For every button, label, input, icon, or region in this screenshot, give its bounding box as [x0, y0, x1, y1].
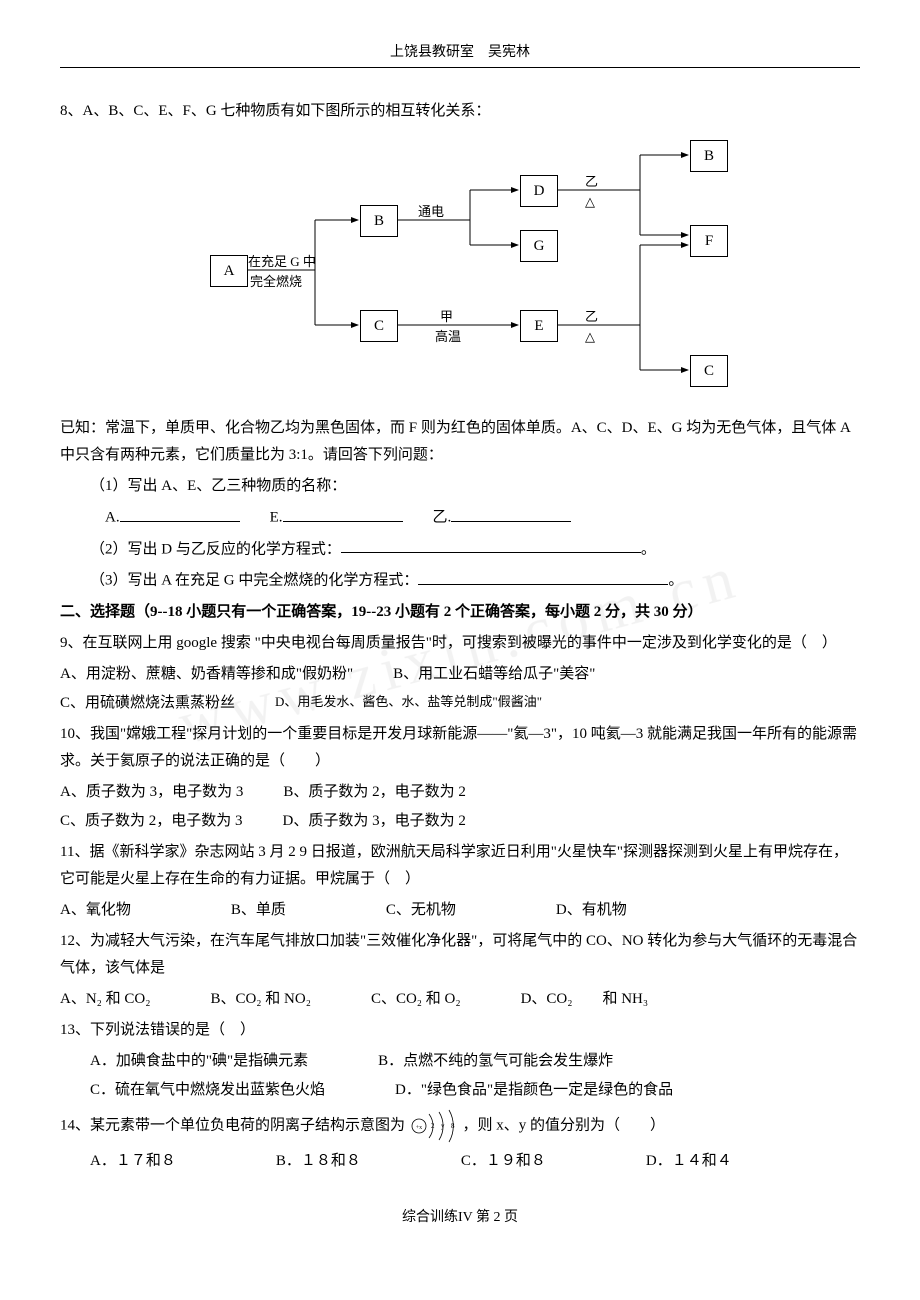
q8-p2: （2）写出 D 与乙反应的化学方程式：。	[60, 536, 860, 564]
q14-c: C．１９和８	[431, 1148, 546, 1175]
q10-b: B、质子数为 2，电子数为 2	[283, 779, 466, 806]
ion-structure-icon: +x 2 y 8	[409, 1108, 459, 1144]
q14-stem-after: ，则 x、y 的值分别为（ ）	[463, 1117, 666, 1133]
q13-a: A．加碘食盐中的"碘"是指碘元素	[60, 1048, 308, 1075]
edge-label: 完全燃烧	[250, 270, 302, 293]
node-d: D	[520, 175, 558, 207]
q8-p3: （3）写出 A 在充足 G 中完全燃烧的化学方程式：。	[60, 567, 860, 595]
page-footer: 综合训练IV 第 2 页	[60, 1205, 860, 1230]
q9-b: B、用工业石蜡等给瓜子"美容"	[393, 661, 595, 688]
node-b1: B	[360, 205, 398, 237]
svg-text:+x: +x	[416, 1125, 422, 1131]
q10-options-row1: A、质子数为 3，电子数为 3 B、质子数为 2，电子数为 2	[60, 779, 860, 806]
q10-c: C、质子数为 2，电子数为 3	[60, 808, 243, 835]
q13-stem: 13、下列说法错误的是（ ）	[60, 1017, 860, 1044]
svg-text:y: y	[441, 1122, 445, 1130]
q9-a: A、用淀粉、蔗糖、奶香精等掺和成"假奶粉"	[60, 661, 353, 688]
q14-stem-before: 14、某元素带一个单位负电荷的阴离子结构示意图为	[60, 1117, 405, 1133]
q11-stem: 11、据《新科学家》杂志网站 3 月 2 9 日报道，欧洲航天局科学家近日利用"…	[60, 839, 860, 893]
q14-stem: 14、某元素带一个单位负电荷的阴离子结构示意图为 +x 2 y 8 ，则 x、y…	[60, 1108, 860, 1144]
q13-c: C．硫在氧气中燃烧发出蓝紫色火焰	[60, 1077, 325, 1104]
q8-diagram: A B C D G E B F C 在充足 G 中 完全燃烧 通电 甲 高温 乙…	[150, 135, 770, 395]
node-b2: B	[690, 140, 728, 172]
q8-p2-text: （2）写出 D 与乙反应的化学方程式：	[90, 541, 341, 557]
node-a: A	[210, 255, 248, 287]
svg-text:8: 8	[451, 1122, 455, 1130]
q13-b: B．点燃不纯的氢气可能会发生爆炸	[348, 1048, 613, 1075]
q11-c: C、无机物	[386, 897, 456, 924]
q12-options: A、N₂ 和 CO₂ B、CO₂ 和 NO₂ C、CO₂ 和 O₂ D、CO₂ …	[60, 986, 860, 1013]
q11-a: A、氧化物	[60, 897, 131, 924]
q10-a: A、质子数为 3，电子数为 3	[60, 779, 243, 806]
edge-label: △	[585, 325, 595, 348]
q8-p1-blanks: A. E. 乙.	[60, 504, 860, 532]
q9-options-row2: C、用硫磺燃烧法熏蒸粉丝 D、用毛发水、酱色、水、盐等兑制成"假酱油"	[60, 690, 860, 717]
q11-b: B、单质	[231, 897, 286, 924]
edge-label: △	[585, 190, 595, 213]
q8-p1: （1）写出 A、E、乙三种物质的名称：	[60, 473, 860, 500]
q14-b: B．１８和８	[246, 1148, 361, 1175]
q14-d: D．１４和４	[616, 1148, 732, 1175]
q12-b: B、CO₂ 和 NO₂	[210, 986, 310, 1013]
q12-d: D、CO₂ 和 NH₃	[521, 986, 649, 1013]
node-e: E	[520, 310, 558, 342]
node-c1: C	[360, 310, 398, 342]
node-c2: C	[690, 355, 728, 387]
edge-label: 高温	[435, 325, 461, 348]
q10-options-row2: C、质子数为 2，电子数为 3 D、质子数为 3，电子数为 2	[60, 808, 860, 835]
q8-known: 已知：常温下，单质甲、化合物乙均为黑色固体，而 F 则为红色的固体单质。A、C、…	[60, 415, 860, 469]
q12-stem: 12、为减轻大气污染，在汽车尾气排放口加装"三效催化净化器"，可将尾气中的 CO…	[60, 928, 860, 982]
q13-options-row1: A．加碘食盐中的"碘"是指碘元素 B．点燃不纯的氢气可能会发生爆炸	[60, 1048, 860, 1075]
q9-stem: 9、在互联网上用 google 搜索 "中央电视台每周质量报告"时，可搜索到被曝…	[60, 630, 860, 657]
q14-options: A．１７和８ B．１８和８ C．１９和８ D．１４和４	[60, 1148, 860, 1175]
q11-options: A、氧化物 B、单质 C、无机物 D、有机物	[60, 897, 860, 924]
q10-d: D、质子数为 3，电子数为 2	[283, 808, 466, 835]
q12-c: C、CO₂ 和 O₂	[371, 986, 461, 1013]
q13-d: D．"绿色食品"是指颜色一定是绿色的食品	[365, 1077, 673, 1104]
section2-title: 二、选择题（9--18 小题只有一个正确答案，19--23 小题有 2 个正确答…	[60, 599, 860, 626]
page-header: 上饶县教研室 吴宪林	[60, 40, 860, 68]
q9-options-row1: A、用淀粉、蔗糖、奶香精等掺和成"假奶粉" B、用工业石蜡等给瓜子"美容"	[60, 661, 860, 688]
q12-a: A、N₂ 和 CO₂	[60, 986, 150, 1013]
q8-p3-text: （3）写出 A 在充足 G 中完全燃烧的化学方程式：	[90, 573, 418, 589]
q9-c: C、用硫磺燃烧法熏蒸粉丝	[60, 690, 235, 717]
q8-stem: 8、A、B、C、E、F、G 七种物质有如下图所示的相互转化关系：	[60, 98, 860, 125]
svg-text:2: 2	[431, 1122, 435, 1130]
q13-options-row2: C．硫在氧气中燃烧发出蓝紫色火焰 D．"绿色食品"是指颜色一定是绿色的食品	[60, 1077, 860, 1104]
q9-d: D、用毛发水、酱色、水、盐等兑制成"假酱油"	[275, 690, 542, 717]
q14-a: A．１７和８	[60, 1148, 176, 1175]
node-g: G	[520, 230, 558, 262]
q10-stem: 10、我国"嫦娥工程"探月计划的一个重要目标是开发月球新能源——"氦—3"，10…	[60, 721, 860, 775]
edge-label: 通电	[418, 200, 444, 223]
q11-d: D、有机物	[556, 897, 627, 924]
node-f: F	[690, 225, 728, 257]
